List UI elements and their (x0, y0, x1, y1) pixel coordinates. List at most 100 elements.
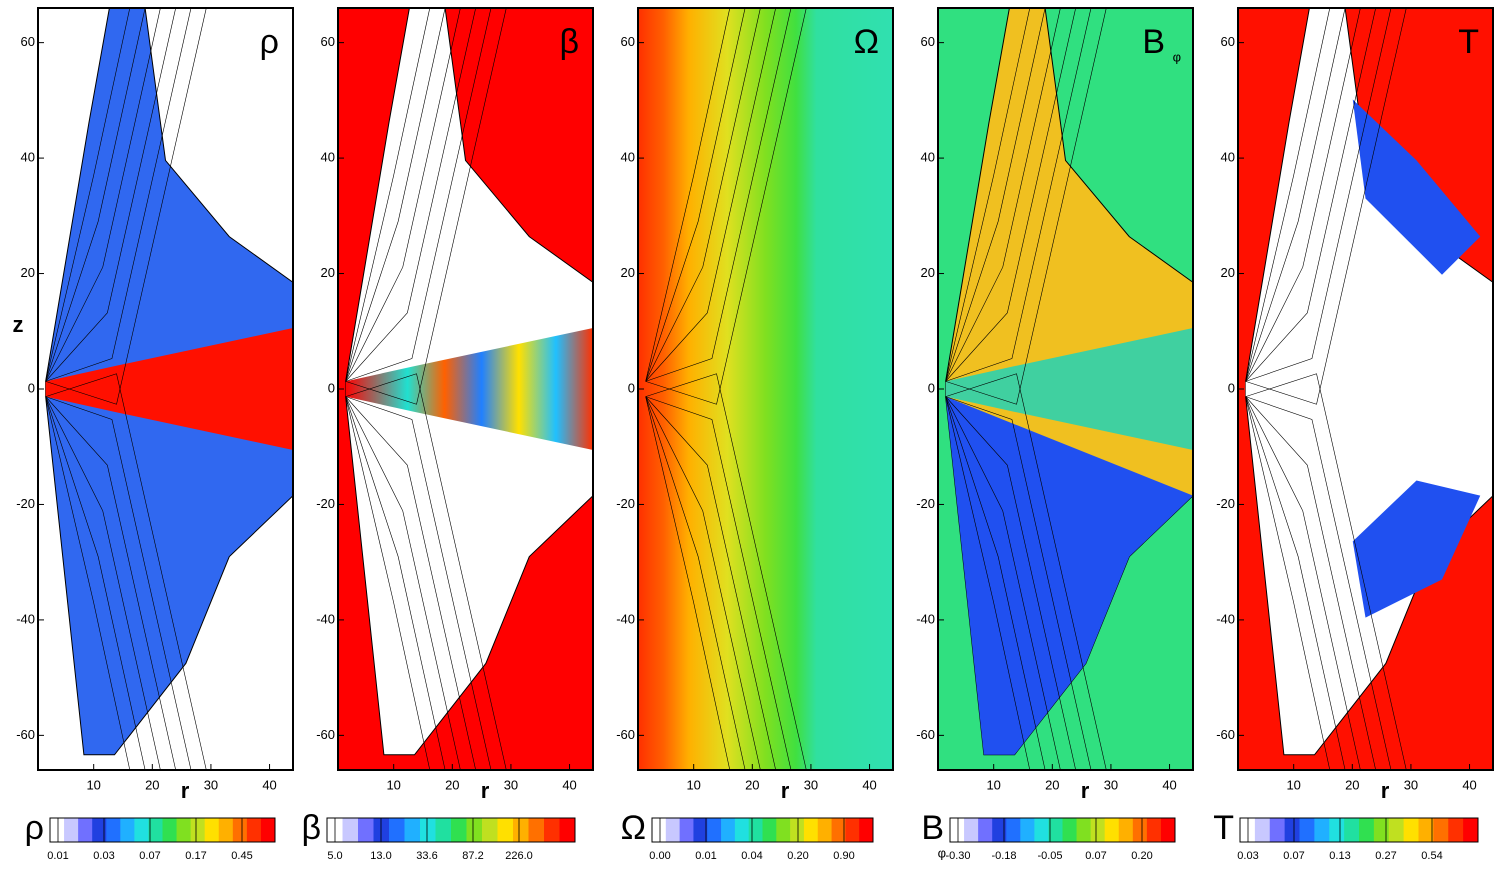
y-tick-label: 60 (921, 34, 935, 49)
colorbar-level (218, 818, 234, 842)
colorbar-level (1090, 818, 1106, 842)
colorbar-level (1373, 818, 1390, 842)
colorbar-level (260, 818, 276, 842)
colorbar-tick-label: 0.03 (1237, 850, 1258, 862)
y-tick-label: 20 (1221, 265, 1235, 280)
colorbar-tick-label: 5.0 (327, 850, 342, 862)
field-disk (1245, 328, 1493, 450)
x-tick-label: 30 (1404, 777, 1418, 792)
colorbar-tick-label: 0.20 (1131, 850, 1152, 862)
y-tick-label: 40 (21, 150, 35, 165)
colorbar-level (1076, 818, 1092, 842)
colorbar-level (1359, 818, 1375, 842)
y-tick-label: -20 (916, 496, 935, 511)
contour-line (945, 396, 1046, 771)
contour-line (945, 396, 1076, 771)
colorbar-level (134, 818, 149, 842)
colorbar-level (1034, 818, 1049, 842)
x-tick-label: 40 (1162, 777, 1176, 792)
contour-line (945, 7, 1046, 382)
colorbar-level (803, 818, 819, 842)
contour-line (645, 373, 807, 771)
colorbar-level (513, 818, 529, 842)
colorbar-level (559, 818, 576, 842)
y-tick-label: -40 (916, 611, 935, 626)
y-tick-label: -40 (1216, 611, 1235, 626)
colorbar-tick-label: -0.30 (945, 850, 970, 862)
y-tick-label: 60 (321, 34, 335, 49)
colorbar-level (162, 818, 178, 842)
colorbar-label: B (921, 809, 944, 847)
colorbar-level (1388, 818, 1405, 842)
y-tick-label: -20 (1216, 496, 1235, 511)
colorbar-level (92, 818, 107, 842)
y-tick-label: -60 (1216, 727, 1235, 742)
colorbar-frame (49, 817, 276, 843)
colorbar-level (190, 818, 206, 842)
colorbar-tick-label: 0.07 (1283, 850, 1304, 862)
contour-line (1245, 396, 1392, 771)
colorbar-level (790, 818, 805, 842)
panel-label-subscript: φ (1173, 49, 1181, 64)
colorbar-level (1463, 818, 1479, 842)
y-tick-label: 20 (21, 265, 35, 280)
y-tick-label: 0 (1228, 380, 1235, 395)
x-tick-label: 10 (986, 777, 1000, 792)
contour-line (1245, 7, 1392, 382)
colorbar-level (50, 818, 65, 842)
contour-line (945, 396, 1092, 771)
colorbar-level (679, 818, 694, 842)
colorbar-level (1418, 818, 1434, 842)
colorbar-frame (949, 817, 1176, 843)
x-axis-label: r (781, 778, 790, 803)
colorbar-tick-label: 87.2 (462, 850, 483, 862)
colorbar-level (106, 818, 121, 842)
colorbar-level (1254, 818, 1271, 842)
x-tick-label: 30 (204, 777, 218, 792)
contour-line (345, 7, 476, 382)
colorbar-level (776, 818, 791, 842)
colorbar-level (232, 818, 248, 842)
contour-line (45, 7, 161, 382)
colorbar-level (665, 818, 681, 842)
colorbar-level (342, 818, 359, 842)
colorbar-level (964, 818, 979, 842)
x-tick-label: 10 (386, 777, 400, 792)
colorbar-frame (1239, 817, 1479, 843)
y-tick-label: 20 (621, 265, 635, 280)
contour-line (645, 7, 792, 382)
y-tick-label: 40 (621, 150, 635, 165)
x-tick-label: 40 (1462, 777, 1476, 792)
colorbar-level (1314, 818, 1330, 842)
colorbar-tick-label: 0.00 (649, 850, 670, 862)
x-axis-label: r (181, 778, 190, 803)
contour-line (645, 7, 746, 382)
contour-line (345, 7, 492, 382)
contour-line (945, 7, 1076, 382)
colorbar-tick-label: 13.0 (370, 850, 391, 862)
colorbar-level (1284, 818, 1300, 842)
field-background (638, 8, 893, 770)
colorbar-level (748, 818, 763, 842)
x-tick-label: 20 (1345, 777, 1359, 792)
x-tick-label: 30 (1104, 777, 1118, 792)
colorbar-level (831, 818, 846, 842)
y-tick-label: 0 (628, 380, 635, 395)
contour-line (945, 7, 1092, 382)
colorbar-level (1403, 818, 1419, 842)
colorbar-level (1160, 818, 1176, 842)
y-tick-label: 60 (621, 34, 635, 49)
colorbar-level (652, 818, 667, 842)
colorbar-tick-label: 0.90 (833, 850, 854, 862)
y-tick-label: -20 (616, 496, 635, 511)
colorbar-label: T (1213, 809, 1234, 847)
field-disk (945, 328, 1193, 450)
contour-line (345, 396, 431, 771)
contour-line (345, 396, 492, 771)
contour-line (645, 7, 761, 382)
contour-line (1245, 7, 1331, 382)
colorbar-level (148, 818, 163, 842)
colorbar-level (1269, 818, 1286, 842)
